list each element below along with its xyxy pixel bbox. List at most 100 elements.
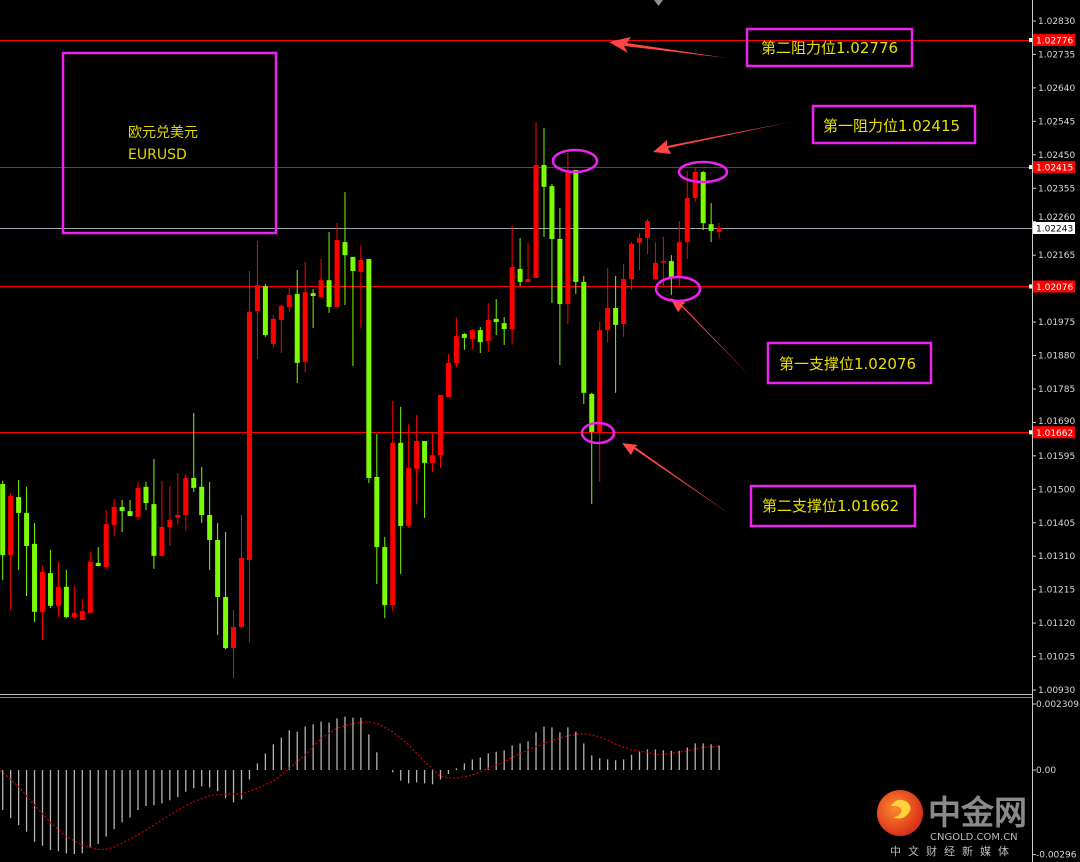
support-1-annotation: 第一支撑位1.02076 [766, 341, 933, 385]
candle-down [16, 497, 22, 513]
candle-down [294, 293, 300, 363]
arrow-icon [622, 443, 731, 515]
candle-up [278, 305, 284, 320]
candle-up [254, 285, 260, 312]
macd-y-tick-label: 0.00 [1036, 766, 1056, 776]
y-tick-label: 1.01215 [1038, 586, 1075, 596]
support-2-annotation: 第二支撑位1.01662 [749, 484, 917, 528]
highlight-ellipse [654, 275, 702, 303]
candle-down [95, 562, 101, 567]
candle-down [350, 256, 356, 271]
candle-up [71, 612, 77, 618]
candle-up [637, 237, 642, 243]
candle-up [111, 506, 117, 525]
macd-y-tick-label: 0.002309 [1036, 700, 1079, 710]
level-price-label: 1.02415 [1036, 164, 1073, 174]
candle-up [469, 330, 475, 339]
chart-shift-marker-icon[interactable] [654, 0, 663, 6]
candle-down [549, 186, 555, 239]
candle-up [629, 243, 635, 280]
candle-up [565, 172, 571, 305]
candle-down [422, 441, 428, 463]
candle-down [366, 259, 372, 479]
candle-up [414, 441, 420, 469]
candle-up [390, 442, 396, 606]
candle-up [8, 495, 14, 556]
candle-down [223, 597, 229, 649]
candle-up [438, 394, 443, 456]
candle-down [517, 268, 523, 282]
arrow-icon [670, 298, 750, 376]
candle-up [692, 172, 698, 199]
candle-up [684, 198, 690, 243]
candle-down [581, 281, 587, 393]
y-tick-label: 1.02165 [1038, 251, 1075, 261]
level-price-label: 1.01662 [1036, 429, 1073, 439]
candle-up [302, 292, 308, 362]
y-tick-label: 1.02355 [1038, 184, 1075, 194]
highlight-ellipse [551, 148, 599, 174]
cngold-logo: 中金网 CNGOLD.COM.CN 中文财经新媒体 [877, 790, 1027, 858]
candle-down [668, 261, 674, 279]
candle-down [143, 486, 149, 504]
candle-down [24, 512, 30, 546]
y-tick-label: 1.02830 [1038, 17, 1075, 27]
candle-up [286, 294, 292, 307]
candle-down [63, 586, 69, 618]
candle-up [135, 487, 141, 518]
candle-up [485, 319, 491, 342]
y-tick-label: 1.02450 [1038, 151, 1075, 161]
candle-down [613, 307, 619, 325]
y-tick-label: 1.02545 [1038, 117, 1075, 127]
candle-up [334, 240, 340, 307]
level-price-label: 1.02776 [1036, 37, 1073, 47]
candle-up [621, 279, 627, 325]
candle-down [493, 318, 499, 323]
y-tick-label: 1.01025 [1038, 653, 1075, 663]
y-tick-label: 1.01690 [1038, 417, 1075, 427]
candle-up [652, 262, 658, 280]
y-tick-label: 1.01595 [1038, 452, 1075, 462]
candle-down [461, 334, 467, 338]
candle-up [445, 362, 451, 398]
candle-up [231, 626, 237, 649]
candle-up [55, 586, 61, 606]
candle-down [557, 238, 563, 305]
candle-down [342, 242, 348, 256]
support-2-label: 第二支撑位1.01662 [762, 497, 899, 515]
candle-down [310, 293, 316, 296]
candle-up [246, 311, 252, 561]
candle-down [32, 543, 38, 612]
candle-up [533, 165, 539, 279]
level-marker [1029, 430, 1033, 435]
current-price-label: 1.02243 [1036, 225, 1073, 235]
level-price-label: 1.02076 [1036, 283, 1073, 293]
logo-name: 中金网 [928, 793, 1027, 832]
candle-up [525, 279, 531, 282]
candle-down [541, 165, 547, 187]
candle-down [700, 172, 706, 224]
candle-down [573, 169, 579, 282]
candle-down [191, 478, 197, 488]
candle-down [708, 224, 714, 231]
logo-icon [877, 790, 923, 836]
candle-down [262, 286, 268, 336]
candle-up [453, 336, 459, 363]
y-tick-label: 1.01785 [1038, 385, 1075, 395]
candle-up [716, 228, 722, 232]
level-marker [1029, 165, 1033, 170]
y-tick-label: 1.02640 [1038, 84, 1075, 94]
candle-down [151, 504, 157, 556]
y-tick-label: 1.01405 [1038, 519, 1075, 529]
y-tick-label: 1.01310 [1038, 552, 1075, 562]
level-price-badge [1033, 161, 1075, 174]
highlight-ellipse [677, 160, 729, 184]
candle-down [501, 323, 507, 330]
candle-down [199, 486, 205, 516]
candle-up [676, 242, 682, 279]
level-price-badge [1033, 280, 1075, 293]
resistance-2-annotation: 第二阻力位1.02776 [745, 27, 914, 68]
candle-down [215, 540, 221, 598]
candle-up [318, 280, 324, 298]
candle-down [127, 511, 133, 517]
